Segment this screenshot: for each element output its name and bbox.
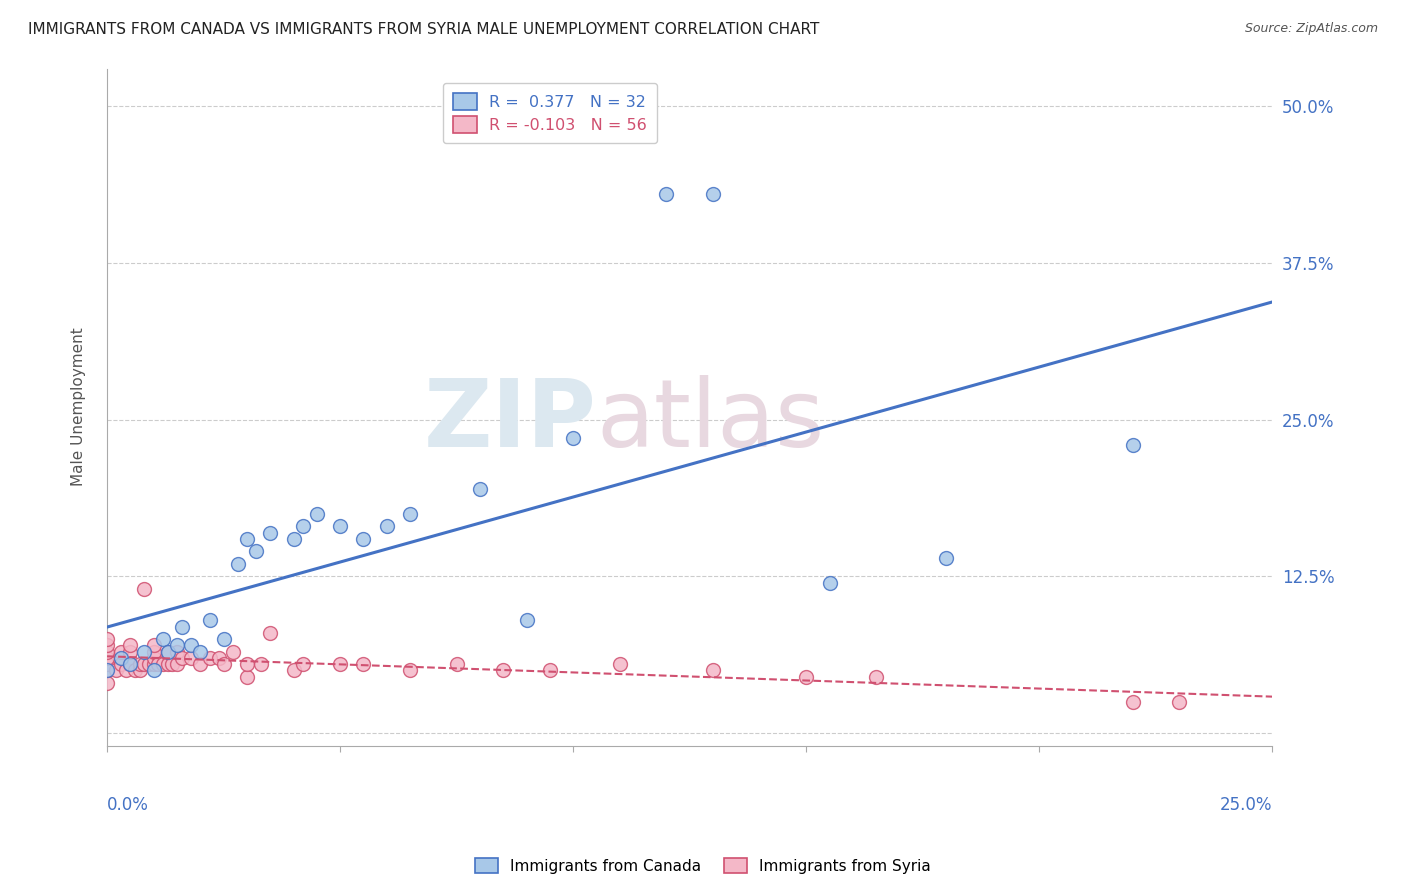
Point <box>818 575 841 590</box>
Legend: Immigrants from Canada, Immigrants from Syria: Immigrants from Canada, Immigrants from … <box>468 852 938 880</box>
Point <box>291 519 314 533</box>
Point <box>208 651 231 665</box>
Point <box>352 657 374 672</box>
Point <box>198 613 221 627</box>
Point <box>198 651 221 665</box>
Point <box>128 664 150 678</box>
Point <box>96 645 118 659</box>
Point <box>110 657 132 672</box>
Point <box>148 657 170 672</box>
Point <box>166 657 188 672</box>
Text: IMMIGRANTS FROM CANADA VS IMMIGRANTS FROM SYRIA MALE UNEMPLOYMENT CORRELATION CH: IMMIGRANTS FROM CANADA VS IMMIGRANTS FRO… <box>28 22 820 37</box>
Point <box>134 645 156 659</box>
Point <box>120 657 142 672</box>
Point <box>166 639 188 653</box>
Point <box>538 664 561 678</box>
Text: atlas: atlas <box>596 375 825 467</box>
Point <box>120 657 142 672</box>
Point <box>170 651 193 665</box>
Point <box>96 664 118 678</box>
Point <box>609 657 631 672</box>
Text: 0.0%: 0.0% <box>107 796 149 814</box>
Point <box>375 519 398 533</box>
Text: Source: ZipAtlas.com: Source: ZipAtlas.com <box>1244 22 1378 36</box>
Point <box>352 532 374 546</box>
Point <box>96 676 118 690</box>
Point <box>188 645 211 659</box>
Point <box>128 657 150 672</box>
Point <box>152 632 174 646</box>
Point <box>138 657 160 672</box>
Point <box>96 639 118 653</box>
Point <box>250 657 273 672</box>
Point <box>1122 438 1144 452</box>
Point <box>305 507 328 521</box>
Point <box>702 664 724 678</box>
Point <box>166 645 188 659</box>
Point <box>96 632 118 646</box>
Point <box>124 664 146 678</box>
Point <box>142 657 165 672</box>
Point <box>399 664 422 678</box>
Point <box>492 664 515 678</box>
Point <box>222 645 245 659</box>
Point <box>96 664 118 678</box>
Point <box>120 639 142 653</box>
Point <box>212 657 235 672</box>
Point <box>180 651 202 665</box>
Point <box>96 657 118 672</box>
Point <box>110 651 132 665</box>
Point <box>283 664 305 678</box>
Point <box>468 482 491 496</box>
Point <box>156 645 179 659</box>
Point <box>226 557 249 571</box>
Point <box>329 657 352 672</box>
Text: ZIP: ZIP <box>423 375 596 467</box>
Legend: R =  0.377   N = 32, R = -0.103   N = 56: R = 0.377 N = 32, R = -0.103 N = 56 <box>443 83 657 143</box>
Point <box>291 657 314 672</box>
Point <box>162 657 184 672</box>
Point <box>96 651 118 665</box>
Point <box>562 432 585 446</box>
Point <box>236 670 259 684</box>
Point <box>170 619 193 633</box>
Point <box>152 657 174 672</box>
Point <box>105 664 128 678</box>
Point <box>212 632 235 646</box>
Point <box>865 670 887 684</box>
Point <box>399 507 422 521</box>
Point <box>259 525 281 540</box>
Point <box>156 645 179 659</box>
Y-axis label: Male Unemployment: Male Unemployment <box>72 327 86 486</box>
Point <box>516 613 538 627</box>
Point <box>180 639 202 653</box>
Point <box>114 664 136 678</box>
Point <box>935 550 957 565</box>
Point <box>1168 695 1191 709</box>
Point <box>794 670 817 684</box>
Point <box>110 645 132 659</box>
Point <box>156 657 179 672</box>
Point <box>142 645 165 659</box>
Point <box>142 639 165 653</box>
Point <box>329 519 352 533</box>
Point <box>446 657 468 672</box>
Point <box>142 651 165 665</box>
Point <box>236 657 259 672</box>
Point <box>245 544 267 558</box>
Point <box>188 657 211 672</box>
Text: 25.0%: 25.0% <box>1220 796 1272 814</box>
Point <box>259 625 281 640</box>
Point <box>134 582 156 596</box>
Point <box>283 532 305 546</box>
Point <box>655 186 678 201</box>
Point <box>120 645 142 659</box>
Point <box>702 186 724 201</box>
Point <box>134 657 156 672</box>
Point <box>236 532 259 546</box>
Point <box>1122 695 1144 709</box>
Point <box>142 664 165 678</box>
